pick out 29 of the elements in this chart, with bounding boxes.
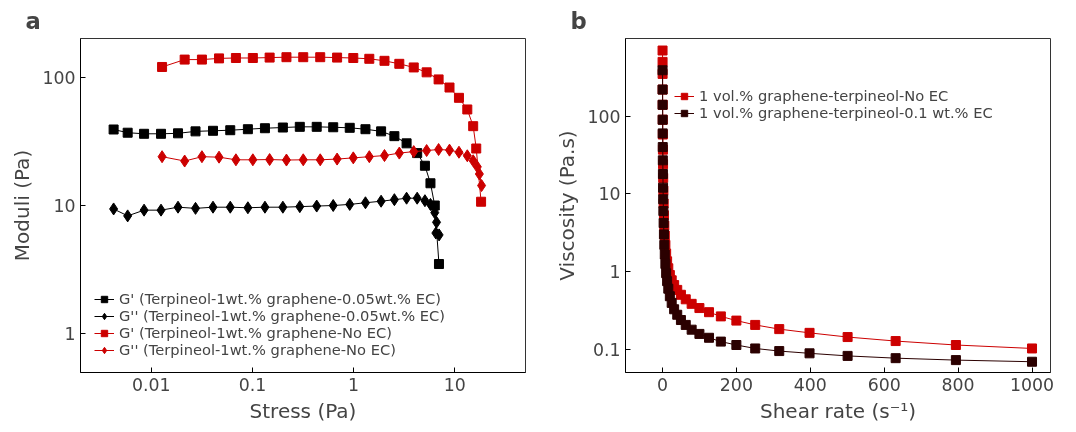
- chart-title: b: [570, 7, 587, 34]
- y-tick-label: 1: [64, 324, 76, 345]
- legend-label: G' (Terpineol-1wt.% graphene-0.05wt.% EC): [119, 290, 441, 307]
- y-tick-label: 1: [609, 261, 621, 282]
- x-axis-title: Stress (Pa): [249, 398, 357, 423]
- x-tick-label: 200: [719, 374, 753, 395]
- y-tick-label: 100: [42, 67, 76, 88]
- y-tick-label: 0.1: [592, 339, 621, 360]
- legend-label: 1 vol.% graphene-terpineol-0.1 wt.% EC: [699, 104, 993, 121]
- x-tick-label: 1: [348, 374, 360, 395]
- x-tick-label: 400: [793, 374, 827, 395]
- y-axis-title: Viscosity (Pa.s): [555, 130, 580, 281]
- y-tick-label: 10: [53, 196, 76, 216]
- x-tick-label: 600: [867, 374, 901, 395]
- legend-label: G'' (Terpineol-1wt.% graphene-No EC): [119, 341, 396, 358]
- legend-label: 1 vol.% graphene-terpineol-No EC: [699, 87, 949, 104]
- x-axis-title: Shear rate (s⁻¹): [759, 398, 917, 423]
- x-tick-label: 0.01: [131, 374, 171, 395]
- legend-label: G'' (Terpineol-1wt.% graphene-0.05wt.% EC): [119, 307, 445, 324]
- x-tick-label: 800: [941, 374, 975, 395]
- y-axis-title: Moduli (Pa): [10, 149, 35, 262]
- y-tick-label: 100: [587, 106, 621, 127]
- x-tick-label: 1000: [1009, 374, 1055, 395]
- chart-title: a: [25, 7, 41, 34]
- x-tick-label: 0.1: [238, 374, 267, 395]
- x-tick-label: 0: [656, 374, 668, 395]
- legend-label: G' (Terpineol-1wt.% graphene-No EC): [119, 324, 392, 341]
- y-tick-label: 10: [598, 184, 621, 205]
- x-tick-label: 10: [443, 374, 466, 395]
